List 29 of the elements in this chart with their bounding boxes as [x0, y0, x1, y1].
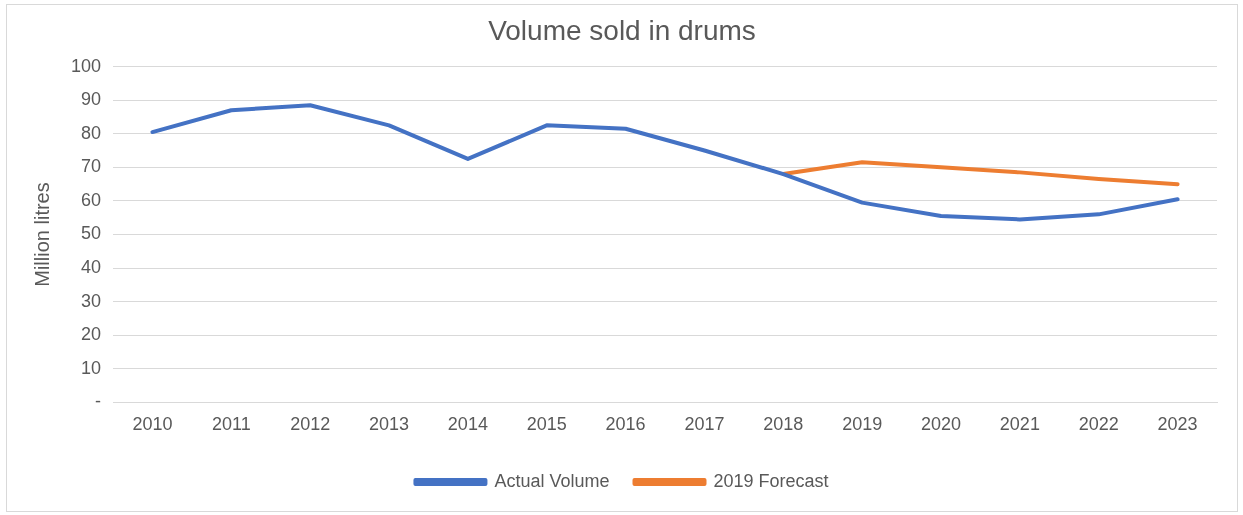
- x-tick-label: 2018: [763, 414, 804, 435]
- y-tick-label: 70: [81, 156, 102, 177]
- y-tick-label: 60: [81, 189, 102, 210]
- x-tick-label: 2015: [526, 414, 567, 435]
- x-tick-label: 2010: [132, 414, 173, 435]
- y-tick-label: 10: [81, 357, 102, 378]
- x-tick-label: 2013: [369, 414, 410, 435]
- legend-label: 2019 Forecast: [713, 470, 829, 491]
- x-tick-label: 2011: [211, 414, 251, 435]
- x-tick-label: 2021: [999, 414, 1040, 435]
- y-tick-label: 40: [81, 257, 102, 278]
- legend-label: Actual Volume: [494, 470, 610, 491]
- x-tick-label: 2022: [1078, 414, 1119, 435]
- x-tick-label: 2020: [920, 414, 962, 435]
- y-tick-label: 80: [81, 122, 102, 143]
- x-tick-label: 2014: [447, 414, 488, 435]
- y-tick-label: 50: [81, 223, 102, 244]
- x-tick-label: 2019: [842, 414, 883, 435]
- y-tick-label: 30: [81, 290, 102, 311]
- y-tick-label: 100: [70, 55, 102, 76]
- y-axis-title: Million litres: [30, 182, 53, 287]
- y-tick-label: 90: [81, 89, 102, 110]
- chart-title: Volume sold in drums: [488, 14, 756, 46]
- y-tick-label: 20: [81, 324, 102, 345]
- x-tick-label: 2017: [684, 414, 725, 435]
- x-tick-label: 2016: [605, 414, 646, 435]
- y-tick-label: -: [95, 391, 102, 412]
- x-tick-label: 2023: [1157, 414, 1198, 435]
- x-tick-label: 2012: [290, 414, 331, 435]
